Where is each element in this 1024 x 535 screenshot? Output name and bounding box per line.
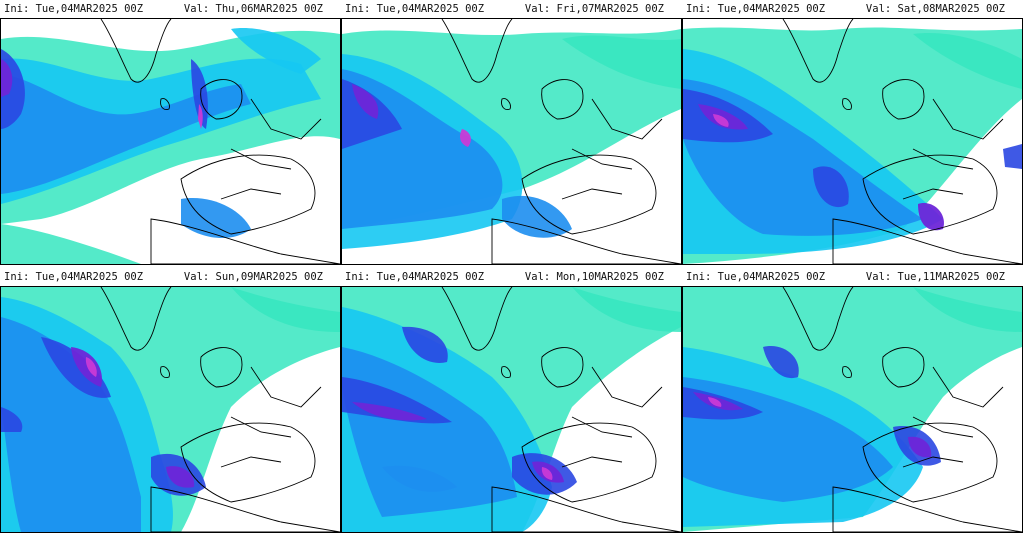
forecast-panel-1: Ini: Tue,04MAR2025 00Z Val: Thu,06MAR202… xyxy=(0,0,341,267)
land-outlines xyxy=(441,19,681,264)
valid-time-label: Val: Tue,11MAR2025 00Z xyxy=(865,271,1005,283)
valid-time-label: Val: Fri,07MAR2025 00Z xyxy=(524,3,664,15)
panel-header: Ini: Tue,04MAR2025 00Z Val: Thu,06MAR202… xyxy=(0,0,341,18)
field-shading xyxy=(683,27,1022,264)
init-time-label: Ini: Tue,04MAR2025 00Z xyxy=(345,3,485,15)
forecast-map xyxy=(682,286,1023,533)
panel-header: Ini: Tue,04MAR2025 00Z Val: Mon,10MAR202… xyxy=(341,268,682,286)
field-shading xyxy=(1,287,340,532)
panel-header: Ini: Tue,04MAR2025 00Z Val: Fri,07MAR202… xyxy=(341,0,682,18)
land-outlines xyxy=(100,287,340,532)
forecast-map xyxy=(341,18,682,265)
field-shading xyxy=(683,287,1022,532)
field-shading xyxy=(1,28,340,264)
forecast-map xyxy=(0,18,341,265)
valid-time-label: Val: Sun,09MAR2025 00Z xyxy=(183,271,323,283)
valid-time-label: Val: Sat,08MAR2025 00Z xyxy=(865,3,1005,15)
forecast-panel-5: Ini: Tue,04MAR2025 00Z Val: Mon,10MAR202… xyxy=(341,268,682,535)
forecast-panel-3: Ini: Tue,04MAR2025 00Z Val: Sat,08MAR202… xyxy=(682,0,1023,267)
panel-header: Ini: Tue,04MAR2025 00Z Val: Sat,08MAR202… xyxy=(682,0,1023,18)
forecast-map xyxy=(682,18,1023,265)
land-outlines xyxy=(100,19,340,264)
init-time-label: Ini: Tue,04MAR2025 00Z xyxy=(345,271,485,283)
forecast-panel-4: Ini: Tue,04MAR2025 00Z Val: Sun,09MAR202… xyxy=(0,268,341,535)
init-time-label: Ini: Tue,04MAR2025 00Z xyxy=(686,3,826,15)
valid-time-label: Val: Mon,10MAR2025 00Z xyxy=(524,271,664,283)
init-time-label: Ini: Tue,04MAR2025 00Z xyxy=(4,271,144,283)
field-shading xyxy=(342,287,681,532)
panel-header: Ini: Tue,04MAR2025 00Z Val: Sun,09MAR202… xyxy=(0,268,341,286)
land-outlines xyxy=(782,19,1022,264)
panel-header: Ini: Tue,04MAR2025 00Z Val: Tue,11MAR202… xyxy=(682,268,1023,286)
land-outlines xyxy=(441,287,681,532)
field-shading xyxy=(342,29,681,249)
land-outlines xyxy=(782,287,1022,532)
init-time-label: Ini: Tue,04MAR2025 00Z xyxy=(4,3,144,15)
forecast-map xyxy=(0,286,341,533)
forecast-panel-6: Ini: Tue,04MAR2025 00Z Val: Tue,11MAR202… xyxy=(682,268,1023,535)
forecast-panel-2: Ini: Tue,04MAR2025 00Z Val: Fri,07MAR202… xyxy=(341,0,682,267)
forecast-map xyxy=(341,286,682,533)
valid-time-label: Val: Thu,06MAR2025 00Z xyxy=(183,3,323,15)
init-time-label: Ini: Tue,04MAR2025 00Z xyxy=(686,271,826,283)
